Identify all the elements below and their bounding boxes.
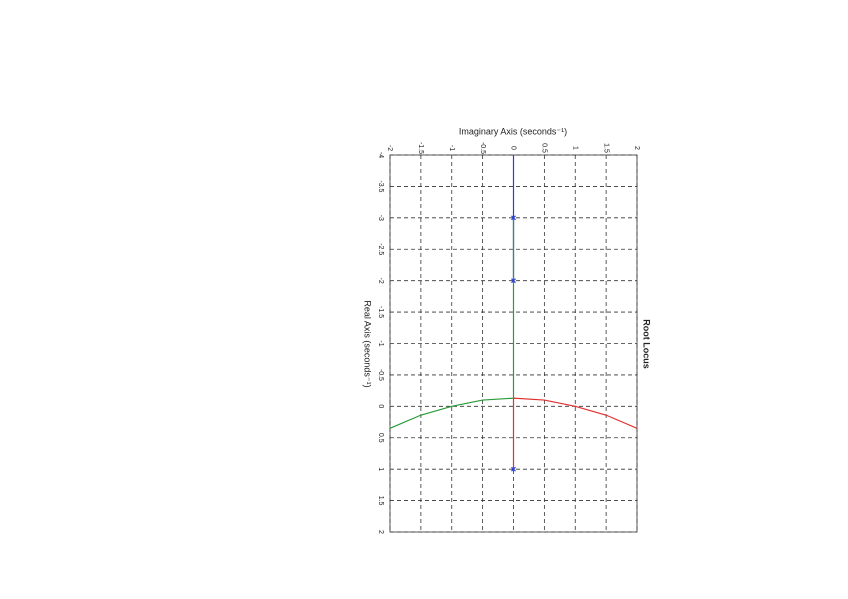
y-tick-label: 0.5 xyxy=(377,433,384,443)
chart-title: Root Locus xyxy=(642,319,652,369)
x-tick-label: 0 xyxy=(510,146,517,150)
x-tick-label: 2 xyxy=(633,146,640,150)
y-tick-label: 1.5 xyxy=(377,496,384,506)
y-tick-label: -0.5 xyxy=(377,369,384,381)
locus-line xyxy=(389,217,515,429)
x-tick-label: 1 xyxy=(571,146,578,150)
pole-marker xyxy=(511,278,516,284)
y-tick-label: -3.5 xyxy=(377,180,384,192)
y-tick-label: 0 xyxy=(377,404,384,408)
pole-marker xyxy=(511,466,516,472)
y-tick-label: 2 xyxy=(377,530,384,534)
x-tick-label: -0.5 xyxy=(479,142,486,154)
x-tick-label: -1 xyxy=(448,145,455,151)
x-tick-label: -1.5 xyxy=(417,142,424,154)
y-tick-label: -1.5 xyxy=(377,306,384,318)
y-tick-label: 1 xyxy=(377,467,384,471)
y-tick-label: -1 xyxy=(377,340,384,346)
y-axis-label: Real Axis (seconds⁻¹) xyxy=(363,300,373,387)
pole-marker xyxy=(511,215,516,221)
y-tick-label: -2 xyxy=(377,278,384,284)
x-tick-label: 1.5 xyxy=(602,143,609,153)
x-axis-label: Imaginary Axis (seconds⁻¹) xyxy=(459,126,567,136)
x-tick-label: 0.5 xyxy=(541,143,548,153)
y-tick-label: -4 xyxy=(377,152,384,158)
y-tick-label: -3 xyxy=(377,215,384,221)
locus-line xyxy=(512,397,638,470)
y-tick-label: -2.5 xyxy=(377,243,384,255)
x-tick-label: -2 xyxy=(386,145,393,151)
